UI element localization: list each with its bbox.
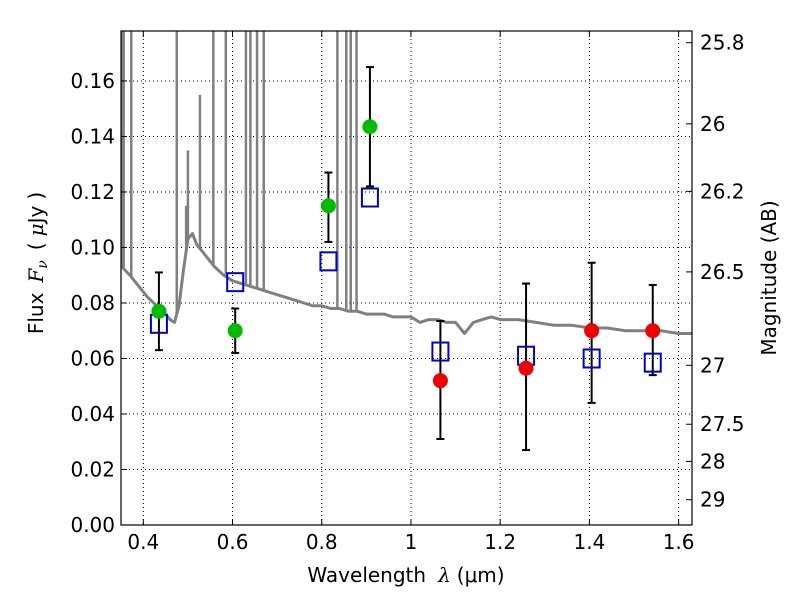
y-axis-label-close: ) <box>24 192 48 200</box>
faint-point <box>645 323 661 339</box>
x-axis-label: Wavelength λ (μm) <box>307 563 504 587</box>
template-sed-line <box>120 232 692 335</box>
y-tick-label: 0.04 <box>70 402 115 426</box>
template-sed-layer <box>120 31 692 335</box>
y2-tick-label: 26 <box>700 112 725 136</box>
y-tick-label: 0.10 <box>70 235 115 259</box>
x-tick-label: 0.8 <box>306 530 338 554</box>
x-tick-label: 0.4 <box>127 530 159 554</box>
x-axis-label-main: Wavelength <box>307 563 426 587</box>
y2-tick-label: 28 <box>700 449 725 473</box>
plot-frame <box>120 30 693 526</box>
model-square-point <box>360 187 379 208</box>
x-tick-label: 1.6 <box>663 530 695 554</box>
faint-point <box>584 323 600 339</box>
faint-point <box>518 360 534 376</box>
y-tick-label: 0.16 <box>70 69 115 93</box>
y-axis-label-mu: μ <box>24 223 48 236</box>
x-axis-label-symbol: λ <box>437 563 451 587</box>
model-photometry-layer <box>149 187 662 373</box>
model-square-point <box>643 352 662 373</box>
y-tick-label: 0.14 <box>70 124 115 148</box>
y-axis-label-subscript: ν <box>35 260 51 269</box>
y2-axis-label: Magnitude (AB) <box>757 200 781 355</box>
model-square-point <box>319 251 338 272</box>
x-tick-label: 1.4 <box>573 530 605 554</box>
observed-points-layer <box>151 119 661 389</box>
y2-tick-label: 29 <box>700 488 725 512</box>
y-tick-label: 0.02 <box>70 457 115 481</box>
y2-tick-label: 26.5 <box>700 260 745 284</box>
model-square-point <box>226 272 245 293</box>
faint-point <box>432 373 448 389</box>
detection-point <box>320 198 336 214</box>
model-square-point <box>431 341 450 362</box>
y-tick-label: 0.12 <box>70 180 115 204</box>
ticks-layer: 0.4 0.6 0.8 1 1.2 1.4 1.6 0.00 0.02 0.04 0.06 0.08 0… <box>70 31 744 554</box>
error-bars-layer <box>154 66 657 452</box>
y-tick-label: 0.00 <box>70 513 115 537</box>
y-tick-label: 0.08 <box>70 291 115 315</box>
y-tick-label: 0.06 <box>70 346 115 370</box>
x-axis-label-unit: (μm) <box>457 563 505 587</box>
y2-tick-label: 25.8 <box>700 31 745 55</box>
x-tick-label: 0.6 <box>217 530 249 554</box>
y-axis-label-open: ( <box>24 242 48 250</box>
x-tick-label: 1 <box>405 530 418 554</box>
grid-lines <box>121 31 692 525</box>
y2-tick-label: 27.5 <box>700 412 745 436</box>
model-square-point <box>582 348 601 369</box>
x-tick-label: 1.2 <box>484 530 516 554</box>
y2-tick-label: 26.2 <box>700 179 745 203</box>
y-axis-label-symbol: F <box>24 268 48 284</box>
detection-point <box>362 119 378 135</box>
y-axis-label-unit: Jy <box>24 205 48 225</box>
y2-tick-label: 27 <box>700 353 725 377</box>
detection-point <box>151 303 167 319</box>
detection-point <box>227 323 243 339</box>
y-axis-label-main: Flux <box>24 292 48 334</box>
y-axis-label: Flux Fν ( μJy) <box>24 192 51 334</box>
